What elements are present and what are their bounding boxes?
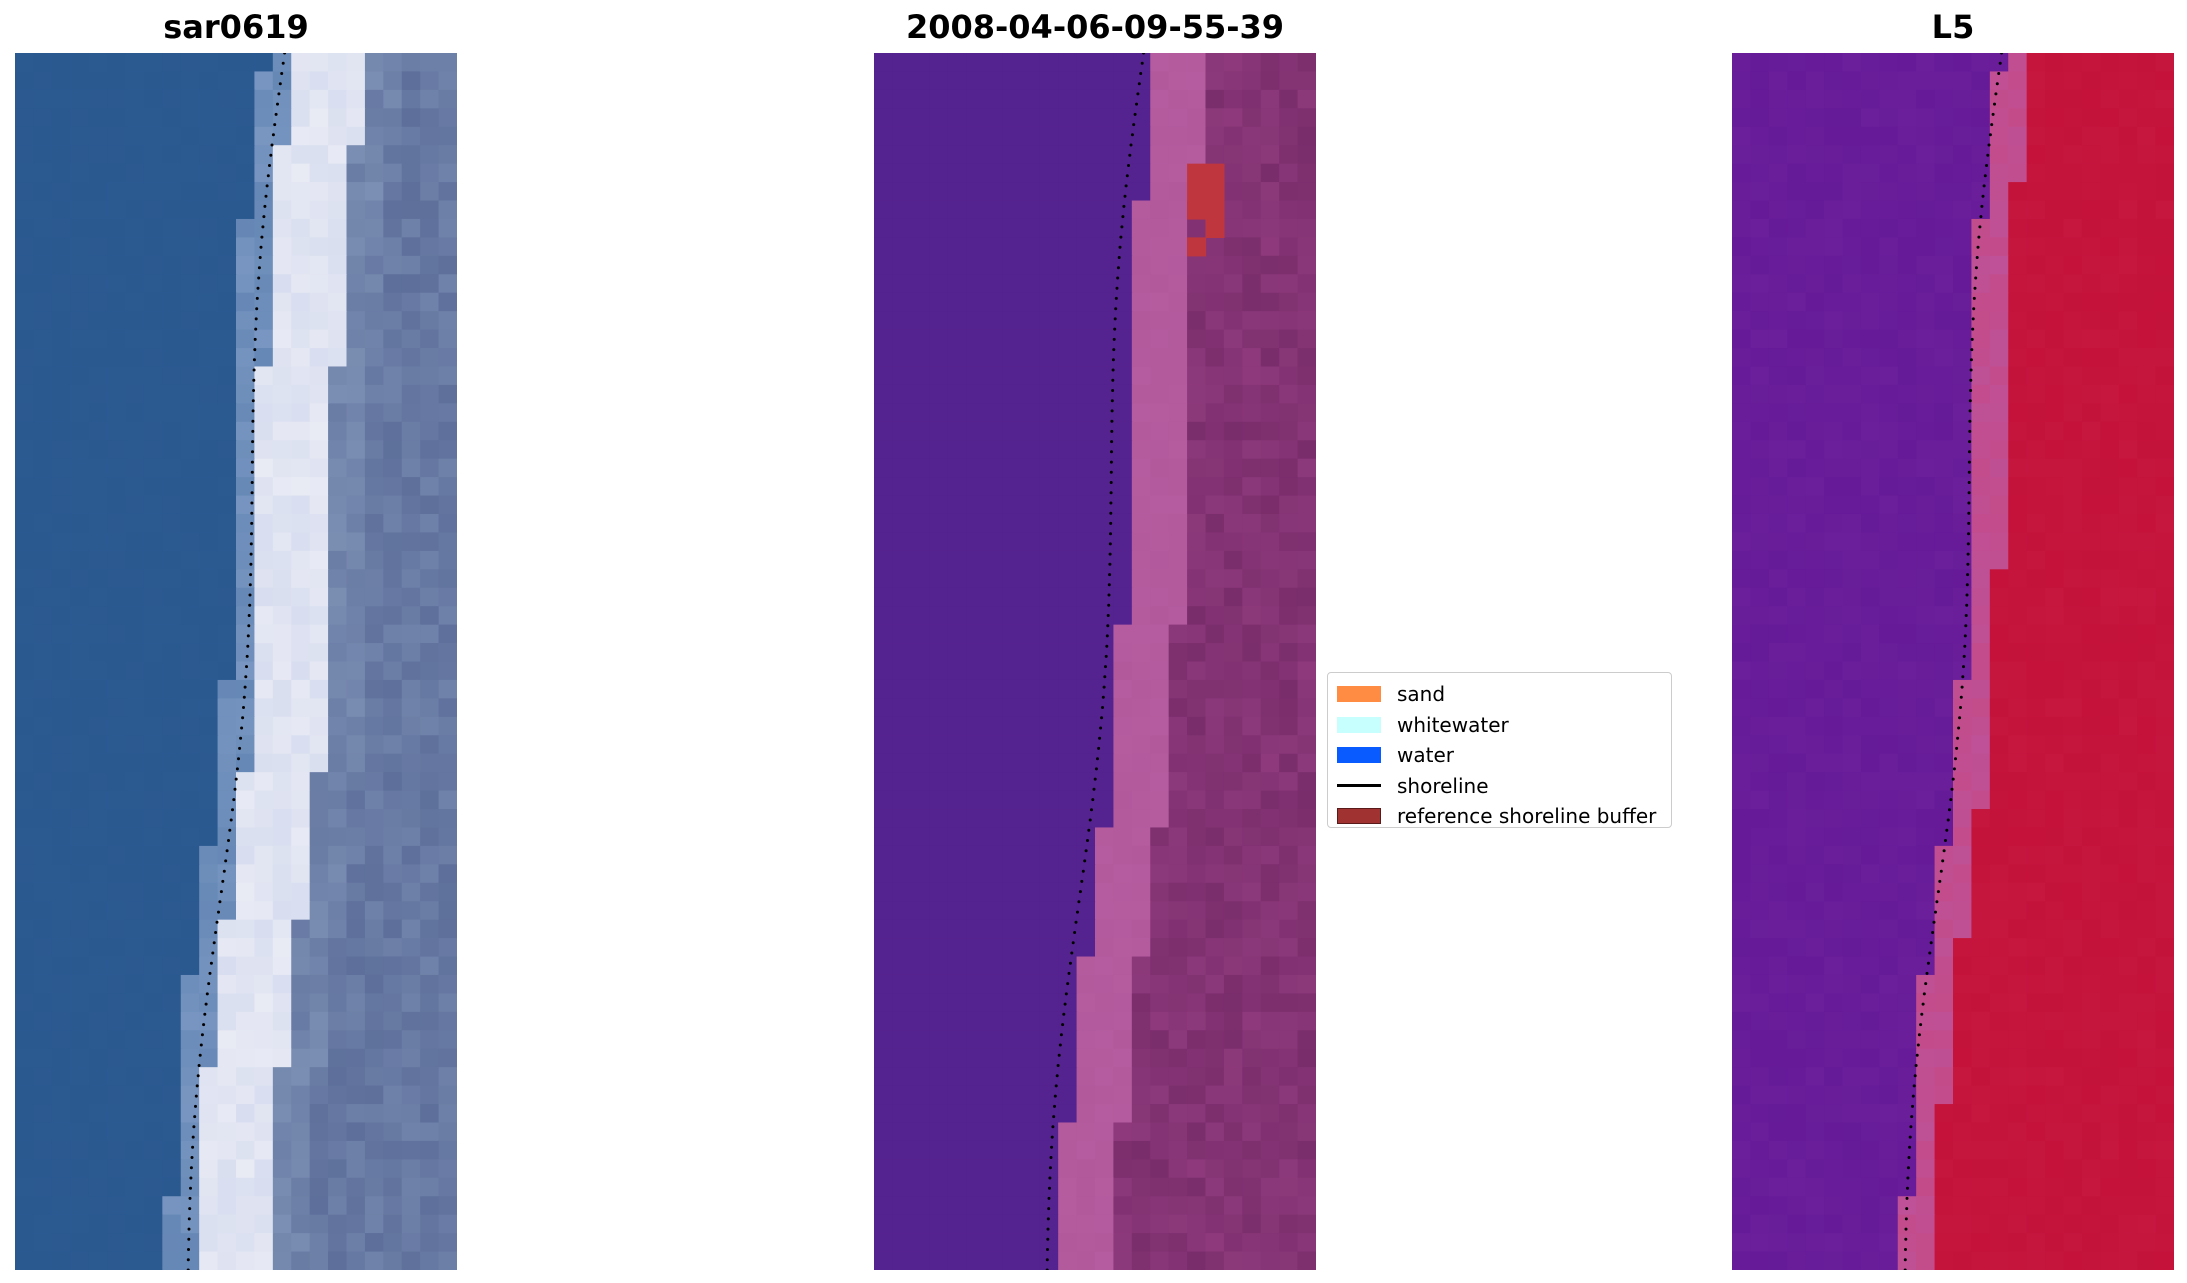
legend-label: reference shoreline buffer [1397,804,1657,829]
panel-title-classification: 2008-04-06-09-55-39 [905,8,1285,46]
shoreline-dots [1045,53,1146,1270]
shoreline-dots [186,53,287,1270]
classified-image [874,53,1316,1270]
legend-item-water: water [1328,740,1671,771]
reference-buffer-patch [1187,237,1207,257]
legend-item-shoreline: shoreline [1328,771,1671,802]
panel-title-rgb: sar0619 [163,8,309,46]
legend-label: sand [1397,682,1446,707]
legend-swatch-reference-buffer [1337,808,1381,825]
index-image-panel [1732,53,2174,1270]
panel-title-index: L5 [1931,8,1975,46]
legend-label: shoreline [1397,773,1489,798]
shoreline-dots [1903,53,2004,1270]
reference-buffer-patch [1187,163,1225,220]
index-image [1732,53,2174,1270]
legend-item-sand: sand [1328,679,1671,710]
legend-swatch-whitewater [1337,716,1381,733]
legend-item-reference-buffer: reference shoreline buffer [1328,801,1671,832]
reference-buffer-patch [1205,218,1225,238]
classification-image-panel [874,53,1316,1270]
legend: sand whitewater water shoreline referenc… [1327,672,1672,828]
legend-label: water [1397,743,1454,768]
legend-item-whitewater: whitewater [1328,710,1671,741]
legend-label: whitewater [1397,712,1509,737]
legend-swatch-sand [1337,686,1381,703]
legend-swatch-water [1337,747,1381,764]
legend-swatch-shoreline [1337,784,1381,788]
rgb-image-panel [15,53,457,1270]
rgb-image [15,53,457,1270]
